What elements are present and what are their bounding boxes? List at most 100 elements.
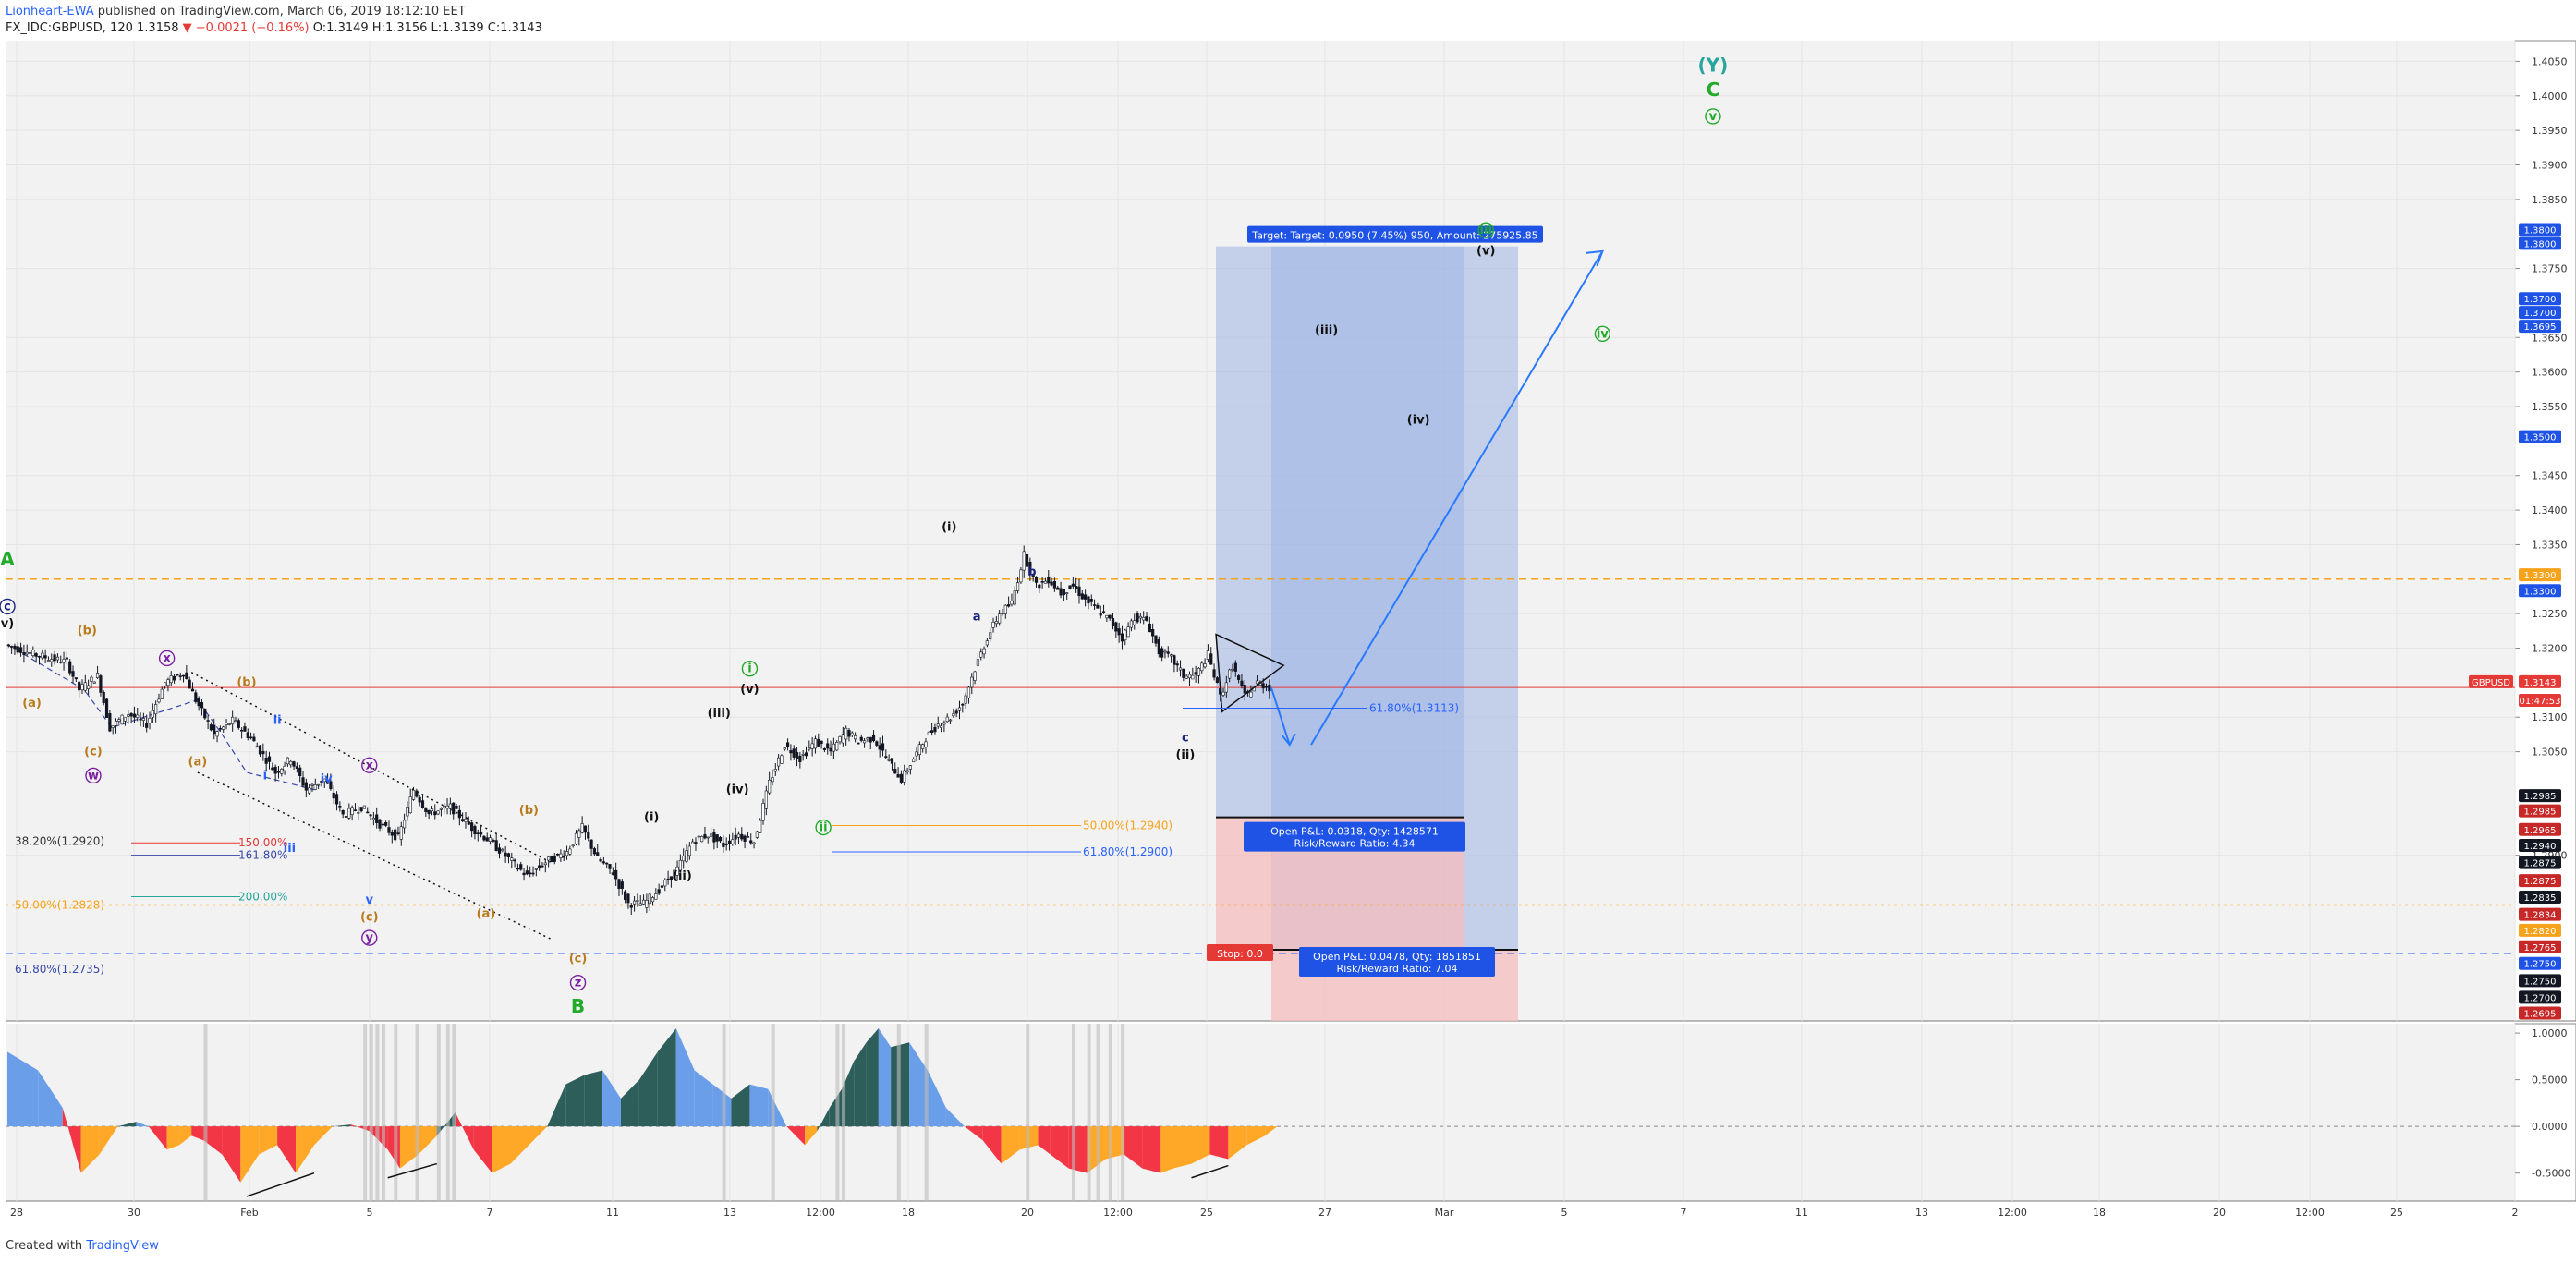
osc-segment	[7, 1051, 39, 1127]
price-tag: 1.2835	[2524, 893, 2557, 904]
candle	[727, 840, 732, 844]
candle	[492, 840, 495, 842]
fib-ext-label: 150.00%	[238, 836, 287, 849]
candle	[620, 881, 624, 889]
candle	[899, 773, 904, 783]
candle	[390, 832, 394, 836]
candle	[553, 856, 556, 862]
candle	[531, 872, 535, 875]
candle	[470, 822, 474, 832]
candle	[436, 810, 440, 815]
candle	[936, 723, 940, 727]
wave-label: i	[263, 769, 267, 783]
candle	[384, 822, 388, 826]
price-tag-bg	[2519, 789, 2561, 803]
candle	[375, 814, 379, 824]
candle	[574, 832, 578, 844]
candle	[37, 656, 42, 658]
candle	[455, 805, 458, 809]
wave-label: (v)	[740, 683, 759, 697]
x-tick-label: 2	[2512, 1207, 2519, 1219]
x-tick-label: 18	[902, 1207, 915, 1219]
wave-label: (c)	[569, 952, 588, 965]
candle	[915, 751, 918, 757]
candle	[457, 809, 461, 819]
candle	[366, 811, 370, 814]
candle	[136, 714, 140, 718]
pnl-label-1: Open P&L: 0.0318, Qty: 1428571Risk/Rewar…	[1244, 821, 1465, 852]
candle	[482, 835, 486, 841]
x-tick-label: 25	[2390, 1207, 2403, 1219]
wave-label: (c)	[84, 745, 103, 759]
y-tick-label: 1.3950	[2532, 125, 2568, 137]
candle	[83, 682, 87, 691]
candles-group	[6, 545, 1271, 916]
candle	[961, 703, 965, 706]
author-link[interactable]: Lionheart-EWA	[6, 5, 94, 18]
price-tag-bg	[2519, 674, 2561, 688]
candle	[1166, 651, 1170, 654]
candle	[166, 679, 170, 686]
candle	[1151, 628, 1155, 637]
osc-segment	[277, 1126, 297, 1173]
wave-label: (iii)	[1315, 324, 1338, 338]
candle	[1040, 581, 1044, 583]
candle	[592, 848, 597, 855]
candle	[1178, 667, 1183, 671]
candle	[743, 835, 747, 842]
candle	[261, 750, 265, 755]
osc-marker-bar	[394, 1024, 398, 1201]
candle	[53, 654, 56, 662]
candle	[979, 651, 983, 658]
candle	[102, 692, 105, 704]
candle	[826, 743, 830, 749]
candle	[1084, 594, 1088, 600]
price-tag: 1.3300	[2524, 587, 2557, 597]
candle	[905, 770, 909, 773]
candle	[529, 872, 532, 875]
candle	[648, 893, 651, 905]
candle	[921, 744, 925, 749]
divergence-line	[1191, 1164, 1229, 1179]
candle	[92, 681, 96, 684]
tradingview-logo-text[interactable]: TradingView	[86, 1239, 159, 1253]
candle	[488, 837, 492, 842]
price-tag: 1.3300	[2524, 571, 2557, 581]
osc-segment	[909, 1042, 928, 1127]
candle	[439, 808, 444, 810]
stop-label-bg	[1207, 944, 1273, 962]
osc-segment	[1001, 1126, 1020, 1164]
osc-segment	[222, 1126, 241, 1183]
candle	[90, 676, 93, 682]
y-tick-label: 1.3100	[2532, 711, 2568, 723]
osc-segment	[694, 1070, 713, 1127]
osc-tick-label: 0.5000	[2532, 1075, 2568, 1087]
osc-segment	[731, 1084, 750, 1127]
wave-label: v	[1709, 110, 1718, 124]
y-tick-label: 1.4050	[2532, 55, 2568, 67]
candle	[989, 632, 992, 640]
candle	[678, 859, 682, 871]
candle	[258, 745, 262, 755]
candle	[317, 783, 321, 786]
candle	[734, 834, 737, 840]
osc-segment	[817, 1107, 830, 1132]
candle	[1056, 587, 1060, 590]
osc-marker-bar	[771, 1024, 775, 1201]
candle	[169, 675, 173, 684]
x-tick-label: 13	[1915, 1207, 1928, 1219]
osc-segment	[866, 1028, 879, 1127]
osc-segment	[117, 1122, 137, 1127]
price-tag: 1.2750	[2524, 977, 2557, 987]
candle	[1148, 624, 1151, 633]
candle	[617, 879, 621, 889]
candle	[1182, 668, 1185, 678]
candle	[666, 878, 670, 880]
chart-area[interactable]: 1.4050 1.4000 1.3950 1.3900 1.3850 1.3750 1.36…	[0, 37, 2576, 1238]
fib-ext-label: 200.00%	[238, 891, 287, 904]
price-tag: 1.2985	[2524, 792, 2557, 802]
candle	[62, 659, 66, 663]
candle	[700, 836, 704, 843]
candle	[746, 836, 750, 838]
candle	[939, 725, 943, 728]
